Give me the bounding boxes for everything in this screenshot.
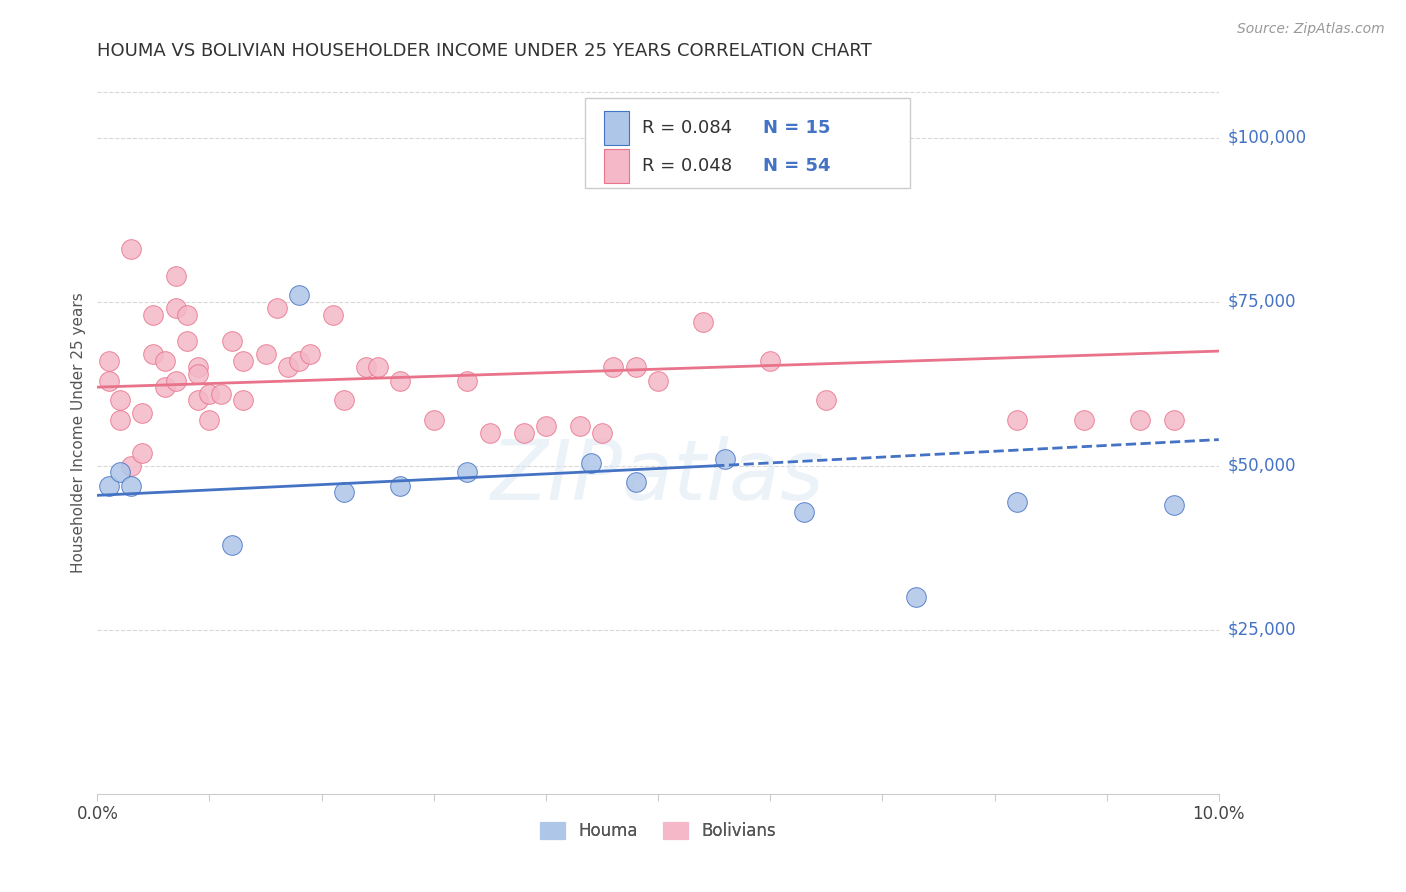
Point	[782, 151, 804, 165]
Point	[232, 393, 254, 408]
Point	[142, 347, 165, 361]
Point	[512, 425, 534, 440]
Point	[647, 374, 669, 388]
Point	[367, 360, 389, 375]
Text: Source: ZipAtlas.com: Source: ZipAtlas.com	[1237, 22, 1385, 37]
Point	[692, 315, 714, 329]
Point	[187, 367, 209, 381]
Point	[1005, 413, 1028, 427]
Point	[232, 354, 254, 368]
Point	[714, 452, 737, 467]
Text: $75,000: $75,000	[1227, 293, 1296, 311]
Point	[1163, 413, 1185, 427]
Point	[165, 374, 187, 388]
Point	[254, 347, 277, 361]
Point	[456, 374, 478, 388]
Point	[793, 505, 815, 519]
Bar	[605, 149, 628, 183]
Point	[176, 334, 198, 349]
Text: N = 15: N = 15	[763, 119, 831, 136]
Point	[333, 485, 356, 500]
Point	[288, 288, 311, 302]
Point	[624, 360, 647, 375]
Point	[165, 268, 187, 283]
Point	[108, 413, 131, 427]
Point	[322, 308, 344, 322]
Point	[288, 354, 311, 368]
Point	[579, 456, 602, 470]
Point	[153, 354, 176, 368]
Point	[333, 393, 356, 408]
Point	[221, 537, 243, 551]
Text: ZIPatlas: ZIPatlas	[491, 436, 825, 516]
Point	[266, 301, 288, 316]
Point	[120, 243, 142, 257]
Point	[1163, 498, 1185, 512]
Text: R = 0.084: R = 0.084	[643, 119, 733, 136]
Point	[534, 419, 557, 434]
Point	[568, 419, 591, 434]
Point	[277, 360, 299, 375]
Text: $100,000: $100,000	[1227, 129, 1308, 147]
Text: $25,000: $25,000	[1227, 621, 1296, 639]
Point	[423, 413, 446, 427]
Point	[108, 466, 131, 480]
Point	[1005, 495, 1028, 509]
Text: N = 54: N = 54	[763, 157, 831, 175]
FancyBboxPatch shape	[585, 97, 911, 188]
Point	[97, 374, 120, 388]
Point	[108, 393, 131, 408]
Point	[602, 360, 624, 375]
Point	[759, 354, 782, 368]
Point	[97, 354, 120, 368]
Point	[904, 590, 927, 604]
Point	[456, 466, 478, 480]
Bar	[605, 111, 628, 145]
Point	[221, 334, 243, 349]
Point	[209, 386, 232, 401]
Point	[120, 478, 142, 492]
Y-axis label: Householder Income Under 25 years: Householder Income Under 25 years	[72, 293, 86, 574]
Point	[131, 446, 153, 460]
Point	[624, 475, 647, 490]
Point	[165, 301, 187, 316]
Point	[1129, 413, 1152, 427]
Point	[153, 380, 176, 394]
Text: HOUMA VS BOLIVIAN HOUSEHOLDER INCOME UNDER 25 YEARS CORRELATION CHART: HOUMA VS BOLIVIAN HOUSEHOLDER INCOME UND…	[97, 42, 872, 60]
Point	[389, 478, 412, 492]
Point	[142, 308, 165, 322]
Point	[591, 425, 613, 440]
Point	[198, 386, 221, 401]
Point	[97, 478, 120, 492]
Point	[478, 425, 501, 440]
Point	[815, 393, 838, 408]
Point	[356, 360, 378, 375]
Point	[389, 374, 412, 388]
Point	[176, 308, 198, 322]
Text: R = 0.048: R = 0.048	[643, 157, 733, 175]
Point	[1073, 413, 1095, 427]
Point	[187, 360, 209, 375]
Text: $50,000: $50,000	[1227, 457, 1296, 475]
Point	[198, 413, 221, 427]
Point	[299, 347, 322, 361]
Legend: Houma, Bolivians: Houma, Bolivians	[533, 815, 783, 847]
Point	[120, 458, 142, 473]
Point	[187, 393, 209, 408]
Point	[131, 406, 153, 420]
